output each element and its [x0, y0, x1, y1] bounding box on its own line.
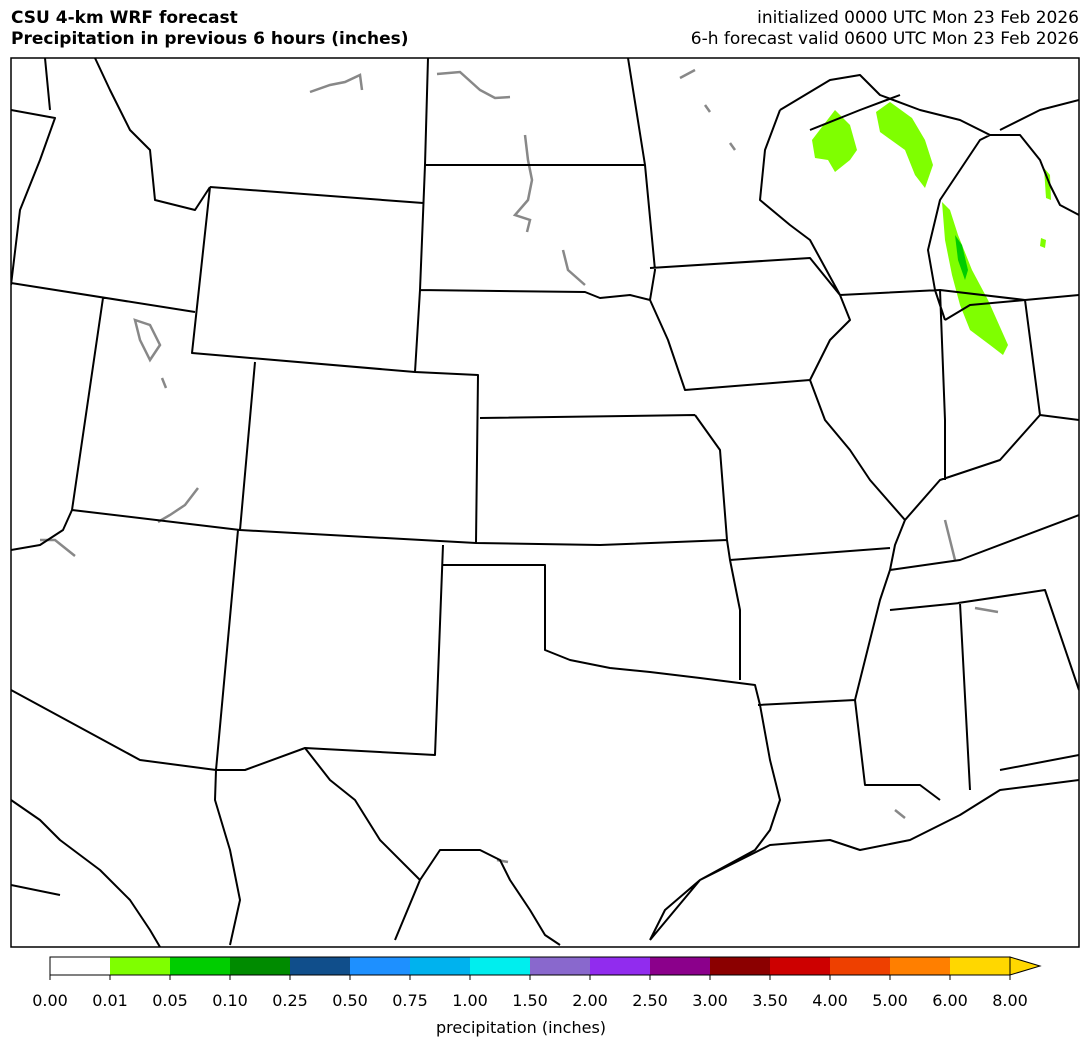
- precip-area: [1040, 238, 1046, 248]
- lake: [309, 70, 511, 100]
- colorbar-tick-label: 0.25: [272, 991, 308, 1010]
- colorbar-bin: [50, 957, 110, 975]
- colorbar: precipitation (inches) 0.00 0.01 0.05 0.10 0…: [32, 956, 1042, 1037]
- colorbar-bin: [350, 957, 410, 975]
- colorbar-tick-label: 0.75: [392, 991, 428, 1010]
- colorbar-bin: [830, 957, 890, 975]
- colorbar-bin: [170, 957, 230, 975]
- colorbar-tick-label: 1.00: [452, 991, 488, 1010]
- title: CSU 4-km WRF forecast: [11, 8, 238, 28]
- colorbar-extend: [1009, 956, 1042, 976]
- colorbar-bin: [890, 957, 950, 975]
- colorbar-tick-label: 8.00: [992, 991, 1028, 1010]
- river: [512, 134, 586, 286]
- state-boundaries: [11, 58, 1079, 947]
- map: [10, 57, 1080, 948]
- lake: [40, 318, 199, 557]
- precip-area: [876, 102, 933, 188]
- colorbar-tick-label: 0.05: [152, 991, 188, 1010]
- map-frame: [10, 57, 1080, 948]
- colorbar-bin: [710, 957, 770, 975]
- colorbar-tick-label: 0.50: [332, 991, 368, 1010]
- colorbar-bin: [530, 957, 590, 975]
- colorbar-bin: [470, 957, 530, 975]
- precip-core: [955, 235, 968, 280]
- colorbar-tick-label: 6.00: [932, 991, 968, 1010]
- colorbar-bin: [650, 957, 710, 975]
- colorbar-tick-label: 0.10: [212, 991, 248, 1010]
- colorbar-bin: [590, 957, 650, 975]
- colorbar-tick-label: 2.50: [632, 991, 668, 1010]
- colorbar-bin: [230, 957, 290, 975]
- colorbar-tick-label: 1.50: [512, 991, 548, 1010]
- colorbar-tick-label: 3.00: [692, 991, 728, 1010]
- colorbar-tick-label: 3.50: [752, 991, 788, 1010]
- colorbar-bin: [110, 957, 170, 975]
- subtitle: Precipitation in previous 6 hours (inche…: [11, 29, 409, 49]
- colorbar-label: precipitation (inches): [436, 1018, 606, 1037]
- colorbar-tick-label: 0.01: [92, 991, 128, 1010]
- colorbar-bin: [770, 957, 830, 975]
- colorbar-tick-label: 5.00: [872, 991, 908, 1010]
- lake: [496, 68, 999, 864]
- colorbar-bin: [410, 957, 470, 975]
- colorbar-tick-label: 0.00: [32, 991, 68, 1010]
- colorbar-tick-label: 4.00: [812, 991, 848, 1010]
- colorbar-tick-label: 2.00: [572, 991, 608, 1010]
- init-time: initialized 0000 UTC Mon 23 Feb 2026: [757, 8, 1079, 28]
- colorbar-bin: [290, 957, 350, 975]
- colorbar-bin: [950, 957, 1010, 975]
- precip-area: [942, 202, 1008, 355]
- valid-time: 6-h forecast valid 0600 UTC Mon 23 Feb 2…: [691, 29, 1079, 49]
